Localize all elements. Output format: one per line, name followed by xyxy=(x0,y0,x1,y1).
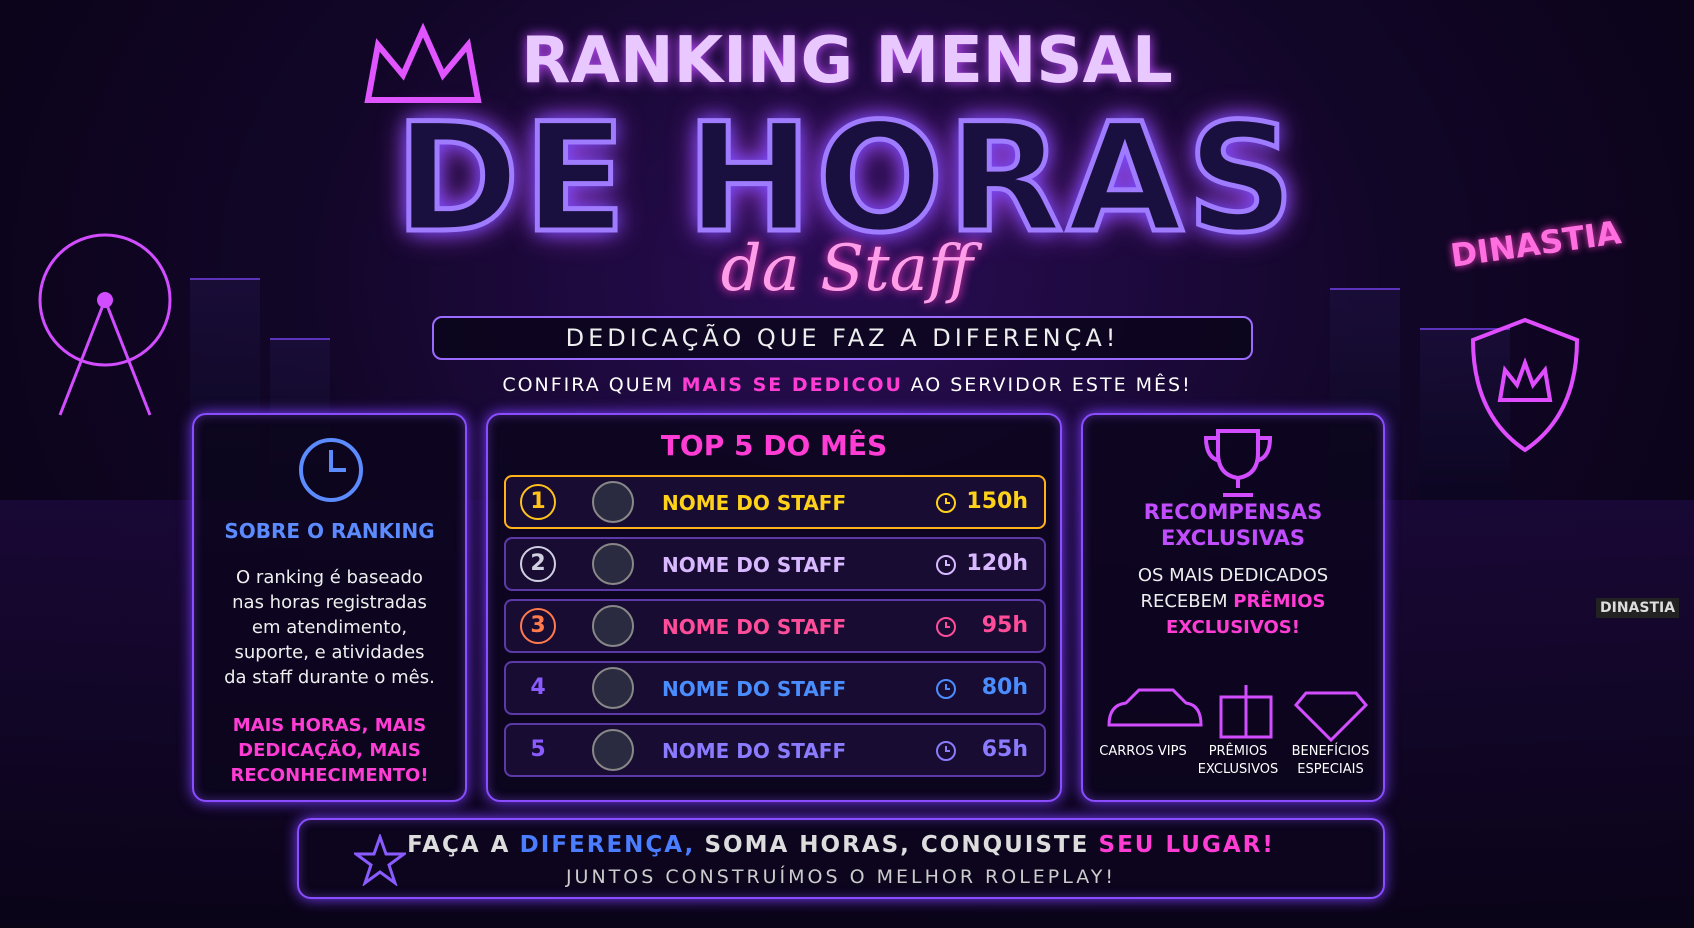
shield-icon xyxy=(1470,317,1580,453)
title-line2: DE HORAS xyxy=(393,90,1299,269)
tagline: DEDICAÇÃO QUE FAZ A DIFERENÇA! xyxy=(432,316,1253,360)
about-title: SOBRE O RANKING xyxy=(224,519,435,543)
avatar xyxy=(592,481,634,523)
rewards-text-highlight: PRÊMIOS EXCLUSIVOS! xyxy=(1166,591,1326,638)
about-panel: SOBRE O RANKING O ranking é baseado nas … xyxy=(192,413,467,802)
rank-row: 3 NOME DO STAFF 95h xyxy=(504,599,1046,653)
staff-hours: 95h xyxy=(981,613,1028,638)
staff-name: NOME DO STAFF xyxy=(662,553,847,577)
plate: DINASTIA xyxy=(1596,598,1680,618)
staff-name: NOME DO STAFF xyxy=(662,677,847,701)
rank-number: 3 xyxy=(520,608,556,644)
trophy-icon xyxy=(1203,429,1273,497)
top-title: TOP 5 DO MÊS xyxy=(660,429,888,462)
avatar xyxy=(592,729,634,771)
rank-number: 4 xyxy=(530,675,546,700)
star-icon xyxy=(354,834,406,886)
clock-icon xyxy=(299,438,363,502)
rank-number: 1 xyxy=(520,484,556,520)
avatar xyxy=(592,543,634,585)
clock-icon xyxy=(936,493,956,513)
staff-hours: 65h xyxy=(981,737,1028,762)
rank-row: 2 NOME DO STAFF 120h xyxy=(504,537,1046,591)
reward-item: BENEFÍCIOS ESPECIAIS xyxy=(1291,744,1370,777)
reward-item: CARROS VIPS xyxy=(1099,744,1187,759)
footer-panel: FAÇA A DIFERENÇA, SOMA HORAS, CONQUISTE SEU… xyxy=(297,818,1385,899)
avatar xyxy=(592,605,634,647)
subtitle: CONFIRA QUEM MAIS SE DEDICOU AO SERVIDOR E… xyxy=(0,374,1694,396)
top-panel: TOP 5 DO MÊS 1 NOME DO STAFF 150h 2 NOME DO … xyxy=(486,413,1062,802)
staff-name: NOME DO STAFF xyxy=(662,739,847,763)
staff-hours: 120h xyxy=(966,551,1028,576)
rewards-panel: RECOMPENSAS EXCLUSIVAS OS MAIS DEDICADOS… xyxy=(1081,413,1385,802)
title-line1: RANKING MENSAL xyxy=(521,24,1173,98)
rewards-text-plain: OS MAIS DEDICADOS RECEBEM xyxy=(1137,565,1329,612)
footer-text: SOMA HORAS, CONQUISTE xyxy=(704,832,1090,858)
about-text: O ranking é baseado nas horas registrada… xyxy=(224,567,435,688)
reward-icons xyxy=(1107,685,1369,743)
reward-item: PRÊMIOS EXCLUSIVOS xyxy=(1197,744,1279,777)
rewards-title: RECOMPENSAS EXCLUSIVAS xyxy=(1143,500,1323,550)
footer-line2: JUNTOS CONSTRUÍMOS O MELHOR ROLEPLAY! xyxy=(565,866,1117,888)
staff-hours: 80h xyxy=(981,675,1028,700)
avatar xyxy=(592,667,634,709)
about-slogan: MAIS HORAS, MAIS DEDICAÇÃO, MAIS RECONHE… xyxy=(230,715,429,786)
clock-icon xyxy=(936,741,956,761)
rewards-text: OS MAIS DEDICADOS RECEBEM PRÊMIOS EXCLUS… xyxy=(1113,563,1353,641)
crown-icon xyxy=(364,22,482,103)
footer-line1: FAÇA A DIFERENÇA, SOMA HORAS, CONQUISTE SEU… xyxy=(299,832,1383,858)
ferris-wheel xyxy=(38,233,172,416)
clock-icon xyxy=(936,617,956,637)
rank-number: 5 xyxy=(530,737,546,762)
rank-row: 1 NOME DO STAFF 150h xyxy=(504,475,1046,529)
subtitle-highlight: MAIS SE DEDICOU xyxy=(681,374,903,396)
subtitle-text: CONFIRA QUEM xyxy=(502,374,675,396)
footer-text: FAÇA A xyxy=(407,832,511,858)
staff-name: NOME DO STAFF xyxy=(662,615,847,639)
footer-highlight: DIFERENÇA, xyxy=(519,832,696,858)
clock-icon xyxy=(936,555,956,575)
footer-highlight: SEU LUGAR! xyxy=(1098,832,1275,858)
rank-row: 4 NOME DO STAFF 80h xyxy=(504,661,1046,715)
staff-name: NOME DO STAFF xyxy=(662,491,847,515)
staff-hours: 150h xyxy=(966,489,1028,514)
subtitle-text: AO SERVIDOR ESTE MÊS! xyxy=(910,374,1192,396)
rank-number: 2 xyxy=(520,546,556,582)
clock-icon xyxy=(936,679,956,699)
title-script: da Staff xyxy=(720,232,974,306)
rank-row: 5 NOME DO STAFF 65h xyxy=(504,723,1046,777)
